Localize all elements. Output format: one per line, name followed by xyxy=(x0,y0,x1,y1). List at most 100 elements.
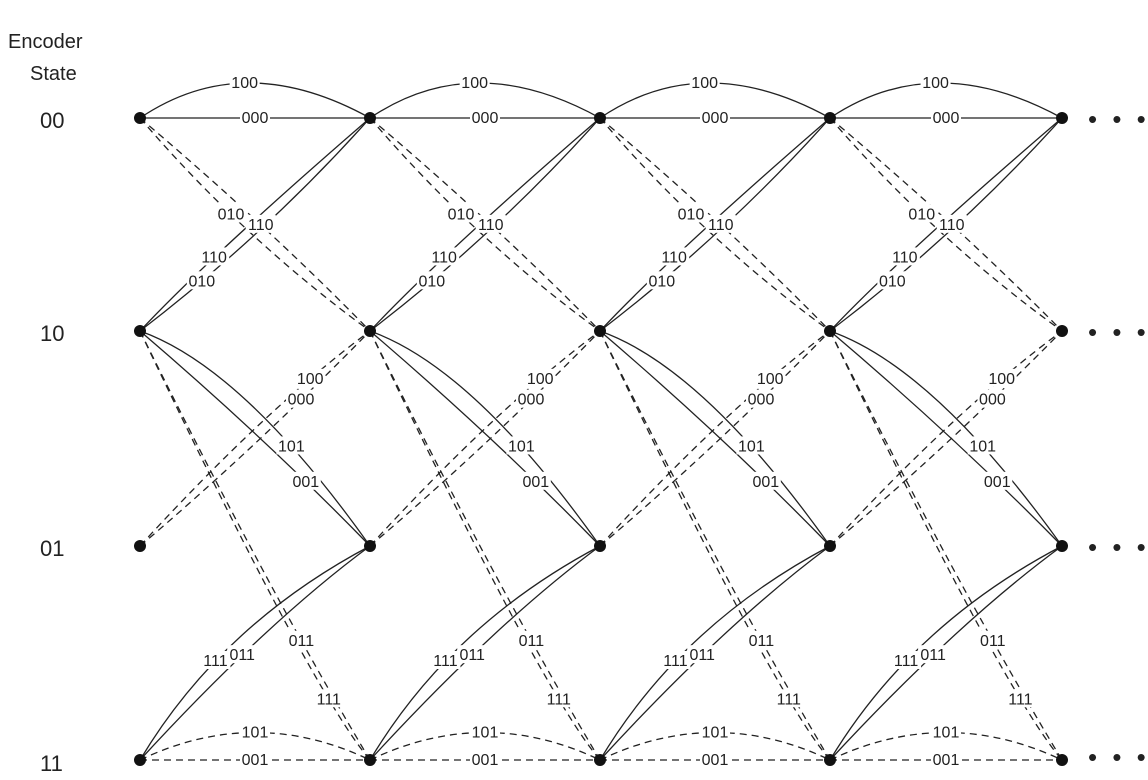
branch-label-s3-10-to-00: 110 xyxy=(661,249,687,266)
state-label-11: 11 xyxy=(40,751,63,776)
branch-label-s4-11-to-01: 011 xyxy=(920,647,946,664)
branch-label-bg xyxy=(215,204,246,223)
branch-label-s3-00-to-10: 110 xyxy=(708,217,734,234)
branch-s3-11-to-11-101 xyxy=(599,731,831,761)
node-t4-10 xyxy=(1056,325,1068,337)
branch-label-bg xyxy=(475,214,506,233)
branch-s2-11-to-11-101 xyxy=(369,731,601,761)
branch-label-s2-00-to-10: 110 xyxy=(478,217,504,234)
branch-label-s1-01-to-10: 100 xyxy=(297,371,324,388)
branch-label-s1-11-to-01: 111 xyxy=(203,653,227,670)
node-t2-00 xyxy=(594,112,606,124)
branch-s1-10-to-01-101 xyxy=(139,330,371,547)
branch-label-s3-10-to-01: 101 xyxy=(738,438,765,455)
state-label-00: 00 xyxy=(40,108,64,133)
branch-label-bg xyxy=(700,108,730,126)
branch-label-bg xyxy=(227,645,258,664)
node-t3-00 xyxy=(824,112,836,124)
branch-label-s2-11-to-01: 011 xyxy=(459,647,485,664)
branch-label-bg xyxy=(313,689,344,708)
branch-label-bg xyxy=(931,108,961,126)
branch-label-s1-11-to-11: 001 xyxy=(242,752,269,769)
branch-label-bg xyxy=(705,214,736,233)
branch-label-s2-11-to-11: 101 xyxy=(472,725,499,742)
branch-label-bg xyxy=(457,645,488,664)
branch-label-s1-10-to-01: 001 xyxy=(292,474,319,491)
branch-label-s2-11-to-01: 111 xyxy=(433,653,457,670)
branch-label-bg xyxy=(746,630,777,649)
branch-label-s2-01-to-10: 100 xyxy=(527,371,554,388)
branch-label-bg xyxy=(889,247,920,266)
branch-s4-01-to-10-000 xyxy=(829,330,1063,547)
branch-label-s4-01-to-10: 000 xyxy=(979,392,1006,409)
branch-s4-10-to-11-111 xyxy=(829,330,1063,761)
node-t4-01 xyxy=(1056,540,1068,552)
branch-label-bg xyxy=(543,689,574,708)
branch-s3-11-to-01-111 xyxy=(599,545,831,761)
node-t1-10 xyxy=(364,325,376,337)
branch-label-bg xyxy=(416,271,447,290)
branch-label-s2-10-to-01: 001 xyxy=(522,474,549,491)
branch-label-bg xyxy=(200,651,231,670)
branch-label-s1-00-to-00: 000 xyxy=(242,110,269,127)
branch-label-s4-01-to-10: 100 xyxy=(988,371,1015,388)
branch-label-s3-11-to-11: 101 xyxy=(702,725,729,742)
branch-label-bg xyxy=(295,368,326,387)
branch-s2-01-to-10-000 xyxy=(369,330,601,547)
branch-label-bg xyxy=(445,204,476,223)
branch-label-s1-11-to-11: 101 xyxy=(242,725,269,742)
branch-label-s3-11-to-01: 011 xyxy=(689,647,715,664)
branch-label-bg xyxy=(977,630,1008,649)
branch-label-s1-10-to-11: 011 xyxy=(289,633,315,650)
branch-label-bg xyxy=(240,750,270,768)
node-t1-11 xyxy=(364,754,376,766)
continuation-dots-11: • • • xyxy=(1088,742,1148,772)
branch-label-s3-00-to-00: 000 xyxy=(702,110,729,127)
branch-label-bg xyxy=(982,471,1013,490)
branch-s3-01-to-10-000 xyxy=(599,330,831,547)
branch-label-bg xyxy=(470,750,500,768)
branch-label-s4-11-to-11: 001 xyxy=(933,752,960,769)
branch-s2-10-to-11-011 xyxy=(369,330,601,761)
branch-s4-11-to-01-111 xyxy=(829,545,1063,761)
branch-label-s2-00-to-10: 010 xyxy=(448,206,475,223)
branch-label-s1-00-to-00: 100 xyxy=(231,75,258,92)
branch-s2-10-to-01-101 xyxy=(369,330,601,547)
branch-label-bg xyxy=(977,389,1008,408)
branch-label-bg xyxy=(920,73,951,92)
continuation-dots-01: • • • xyxy=(1088,532,1148,562)
continuation-dots-00: • • • xyxy=(1088,104,1148,134)
branch-s3-10-to-11-111 xyxy=(599,330,831,761)
branch-label-bg xyxy=(240,722,270,741)
branch-s2-11-to-01-111 xyxy=(369,545,601,761)
branch-label-s4-10-to-00: 010 xyxy=(879,273,906,290)
branch-label-bg xyxy=(660,651,691,670)
node-t2-01 xyxy=(594,540,606,552)
branch-label-s3-10-to-11: 011 xyxy=(749,633,775,650)
branch-label-bg xyxy=(659,247,690,266)
branch-s2-01-to-10-100 xyxy=(369,330,601,547)
branch-label-bg xyxy=(891,651,922,670)
branch-label-s4-10-to-00: 110 xyxy=(892,249,918,266)
branch-label-bg xyxy=(470,108,500,126)
branch-label-bg xyxy=(687,645,718,664)
branch-label-bg xyxy=(506,436,537,455)
branch-s3-10-to-01-101 xyxy=(599,330,831,547)
continuation-dots-10: • • • xyxy=(1088,317,1148,347)
branch-label-bg xyxy=(931,722,961,741)
branch-s4-10-to-00-110 xyxy=(829,117,1063,332)
header-line-1: Encoder xyxy=(8,31,83,53)
branch-s1-10-to-00-110 xyxy=(139,117,371,332)
branch-label-s2-10-to-00: 010 xyxy=(418,273,445,290)
branch-label-s4-00-to-10: 110 xyxy=(939,217,965,234)
branch-label-bg xyxy=(906,204,937,223)
nodes-layer xyxy=(134,112,1068,766)
node-t3-11 xyxy=(824,754,836,766)
node-t3-10 xyxy=(824,325,836,337)
branch-label-s2-10-to-00: 110 xyxy=(431,249,457,266)
branch-s1-11-to-01-011 xyxy=(139,545,371,761)
node-t0-11 xyxy=(134,754,146,766)
branch-label-bg xyxy=(516,630,547,649)
node-t2-11 xyxy=(594,754,606,766)
